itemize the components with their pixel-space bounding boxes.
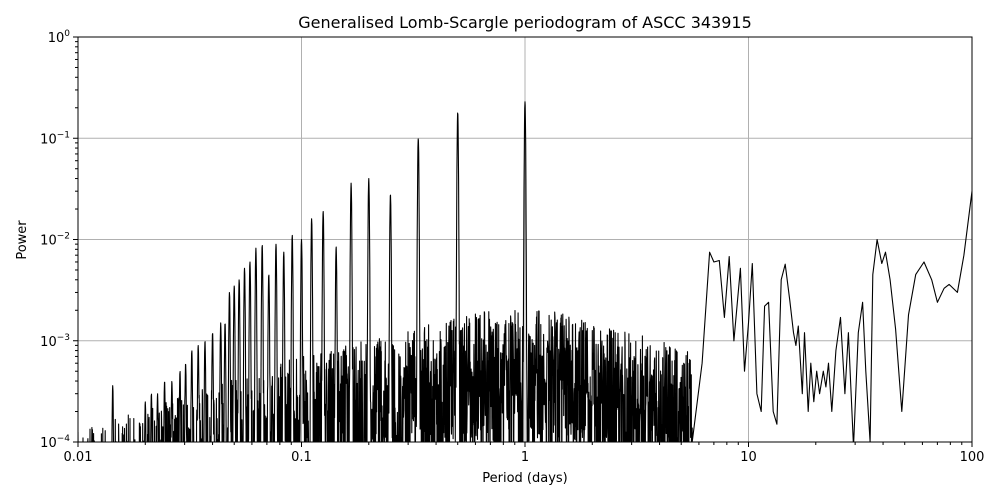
y-tick-label: 10−3 [40,333,70,350]
y-axis-label: Power [15,220,30,260]
x-tick-label: 0.01 [64,450,93,465]
x-tick-label: 0.1 [291,450,312,465]
x-tick-label: 100 [960,450,985,465]
chart-title: Generalised Lomb-Scargle periodogram of … [298,13,752,32]
y-tick-label: 10−2 [40,232,70,249]
x-tick-label: 1 [521,450,529,465]
y-tick-label: 10−4 [40,434,70,451]
periodogram-line [78,101,972,442]
y-axis-ticks: 10−4 10−3 10−2 10−1 100 [40,29,78,451]
y-tick-label: 10−1 [40,130,70,147]
y-tick-label: 100 [48,29,71,46]
x-axis-ticks: 0.01 0.1 1 10 100 [64,442,985,465]
x-axis-label: Period (days) [482,471,568,486]
x-tick-label: 10 [740,450,757,465]
